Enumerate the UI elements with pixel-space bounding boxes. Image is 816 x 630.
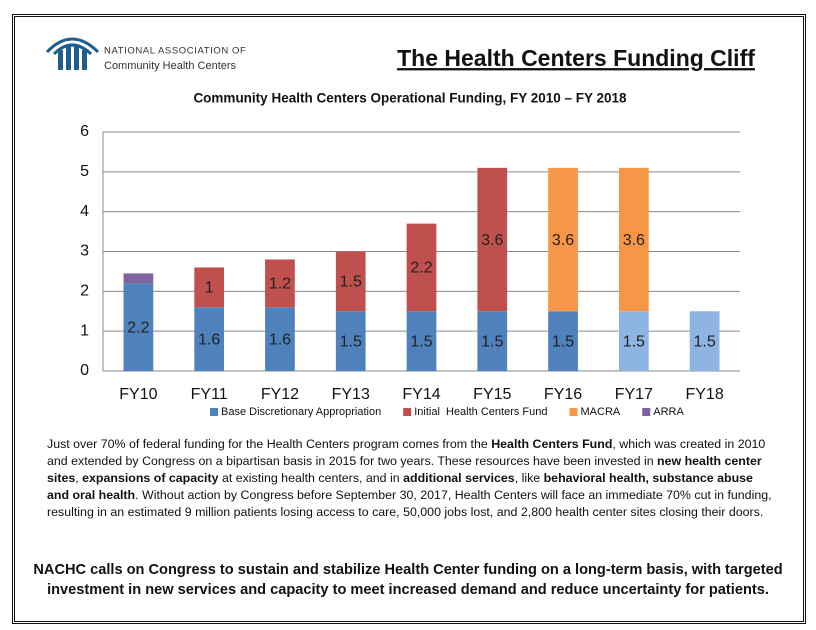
- page-frame: [12, 14, 806, 624]
- bar-segment: [123, 273, 154, 284]
- legend-swatch: [569, 408, 578, 416]
- bar-segment: [618, 311, 649, 371]
- y-tick-label: 2: [80, 283, 89, 300]
- data-label: 1.5: [410, 333, 432, 350]
- data-label: 2.2: [127, 319, 149, 336]
- x-tick-label: FY15: [473, 386, 511, 403]
- logo-icon: [45, 37, 100, 70]
- data-label: 1.5: [623, 333, 645, 350]
- data-label: 1.5: [693, 333, 715, 350]
- bold-text: behavioral health, substance abuse and o…: [47, 471, 753, 502]
- text: ,: [75, 471, 83, 485]
- x-tick-label: FY16: [544, 386, 582, 403]
- chart-title: Community Health Centers Operational Fun…: [193, 91, 627, 106]
- x-tick-label: FY11: [191, 386, 228, 403]
- x-tick-label: FY14: [402, 386, 440, 403]
- bar-segment: [477, 167, 508, 312]
- org-name: NATIONAL ASSOCIATION OF: [104, 46, 246, 57]
- legend-swatch: [210, 408, 218, 416]
- legend-swatch: [403, 408, 412, 416]
- bar-segment: [265, 307, 295, 371]
- data-label: 2.2: [410, 260, 432, 277]
- y-tick-label: 3: [80, 243, 89, 260]
- data-label: 3.6: [552, 232, 574, 249]
- text: at existing health centers, and in: [218, 471, 404, 485]
- legend-label: Initial Health Centers Fund: [414, 406, 547, 418]
- bold-text: Health Centers Fund: [491, 437, 613, 451]
- bar-segment: [406, 223, 437, 312]
- x-tick-label: FY17: [615, 386, 653, 403]
- bold-text: additional services: [403, 471, 515, 485]
- y-tick-label: 1: [80, 322, 89, 339]
- bar-segment: [265, 259, 295, 308]
- text: Just over 70% of federal funding for the…: [47, 437, 492, 451]
- text: , which was created in 2010 and extended…: [47, 437, 766, 468]
- closing-statement: NACHC calls on Congress to sustain and s…: [33, 562, 783, 598]
- bar-segment: [477, 311, 508, 371]
- legend-label: Base Discretionary Appropriation: [221, 406, 381, 418]
- y-tick-label: 6: [80, 123, 89, 140]
- bar-segment: [548, 167, 578, 312]
- data-label: 3.6: [481, 232, 503, 249]
- data-label: 1.5: [340, 333, 362, 350]
- data-label: 1.5: [340, 274, 362, 291]
- data-label: 1.5: [481, 333, 503, 350]
- legend-label: ARRA: [653, 406, 684, 418]
- bar-segment: [194, 307, 225, 371]
- y-tick-label: 0: [80, 362, 89, 379]
- x-tick-label: FY10: [119, 386, 157, 403]
- x-tick-label: FY18: [685, 386, 723, 403]
- bar-segment: [335, 251, 366, 312]
- y-tick-label: 4: [80, 203, 89, 220]
- data-label: 1.5: [552, 333, 574, 350]
- x-tick-label: FY12: [261, 386, 299, 403]
- legend-swatch: [642, 408, 651, 416]
- bar-segment: [194, 267, 225, 308]
- x-tick-label: FY13: [332, 386, 370, 403]
- y-tick-label: 5: [80, 163, 89, 180]
- text: , like: [514, 471, 544, 485]
- legend-label: MACRA: [581, 406, 621, 418]
- body-paragraph: Just over 70% of federal funding for the…: [47, 436, 775, 521]
- bar-segment: [335, 311, 366, 371]
- data-label: 1.6: [198, 331, 220, 348]
- bar-segment: [689, 311, 720, 371]
- data-label: 1: [205, 280, 214, 297]
- data-label: 1.6: [269, 331, 291, 348]
- bar-segment: [123, 283, 154, 371]
- page-title: The Health Centers Funding Cliff: [397, 45, 755, 71]
- bar-segment: [548, 311, 578, 371]
- bold-text: new health center sites: [47, 454, 762, 485]
- data-label: 1.2: [269, 276, 291, 293]
- data-label: 3.6: [623, 232, 645, 249]
- text: . Without action by Congress before Sept…: [47, 488, 772, 519]
- bar-segment: [406, 311, 437, 371]
- bold-text: expansions of capacity: [82, 471, 219, 485]
- bar-segment: [618, 167, 649, 312]
- org-name: Community Health Centers: [104, 60, 237, 72]
